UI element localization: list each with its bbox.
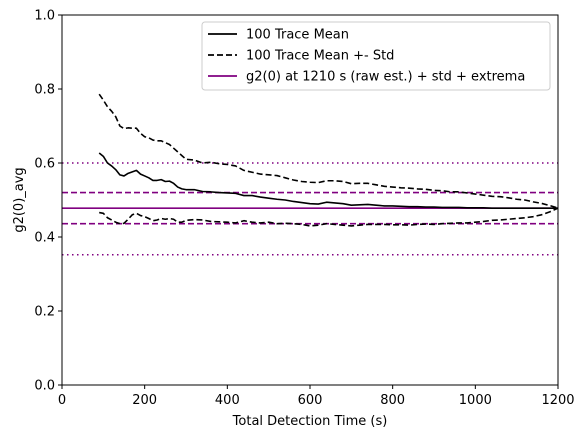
x-axis: 0 200 400 600 800 1000 1200 <box>58 385 575 408</box>
series-lines <box>98 93 559 227</box>
y-tick-label: 0.0 <box>34 379 55 394</box>
legend-label-std: 100 Trace Mean +- Std <box>246 49 394 64</box>
x-tick-label: 800 <box>380 393 405 408</box>
series-line-1 <box>98 93 559 209</box>
legend-label-mean: 100 Trace Mean <box>246 28 349 43</box>
y-axis: 0.0 0.2 0.4 0.6 0.8 1.0 <box>34 9 62 394</box>
legend-box <box>201 21 551 91</box>
y-axis-title: g2(0)_avg <box>12 167 27 232</box>
legend-label-reference: g2(0) at 1210 s (raw est.) + std + extre… <box>246 70 525 85</box>
y-tick-label: 0.8 <box>34 83 55 98</box>
x-tick-label: 1200 <box>541 393 574 408</box>
x-tick-label: 1000 <box>459 393 492 408</box>
y-tick-label: 0.4 <box>34 231 55 246</box>
series-line-0 <box>98 152 558 209</box>
x-tick-label: 200 <box>132 393 157 408</box>
x-tick-label: 400 <box>215 393 240 408</box>
x-axis-title: Total Detection Time (s) <box>232 414 388 429</box>
legend: 100 Trace Mean 100 Trace Mean +- Std g2(… <box>201 21 551 91</box>
reference-lines <box>62 162 558 256</box>
x-tick-label: 0 <box>58 393 66 408</box>
y-tick-label: 0.6 <box>34 157 55 172</box>
y-tick-label: 1.0 <box>34 9 55 24</box>
y-tick-label: 0.2 <box>34 305 55 320</box>
x-tick-label: 600 <box>298 393 323 408</box>
series-line-2 <box>99 207 559 227</box>
